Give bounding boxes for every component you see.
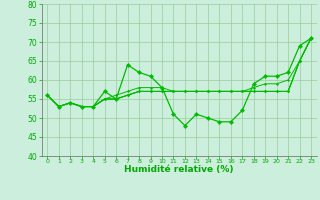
X-axis label: Humidité relative (%): Humidité relative (%)	[124, 165, 234, 174]
